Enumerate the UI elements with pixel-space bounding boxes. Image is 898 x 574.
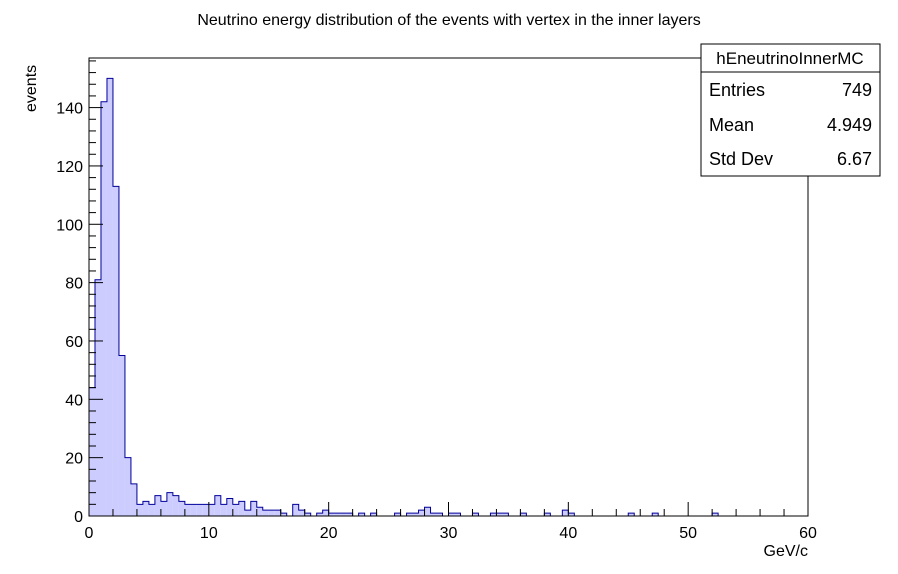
histogram-bar (292, 504, 299, 516)
y-axis-label: events (23, 65, 40, 112)
histogram-bar (124, 457, 131, 516)
histogram-bar (244, 510, 251, 516)
histogram-bar (628, 513, 635, 516)
histogram-bar (166, 492, 173, 516)
histogram-bar (214, 495, 221, 516)
histogram-bar (256, 507, 263, 516)
histogram-bar (106, 78, 113, 516)
x-axis-label: GeV/c (764, 543, 808, 560)
y-tick-label: 100 (56, 217, 83, 234)
histogram-bar (100, 101, 107, 516)
histogram-bar (712, 513, 719, 516)
histogram-bar (502, 513, 509, 516)
stats-stddev-value: 6.67 (837, 149, 872, 169)
x-tick-label: 30 (440, 525, 458, 542)
histogram-bar (298, 510, 305, 516)
histogram-bar (418, 510, 425, 516)
histogram-bar (520, 513, 527, 516)
histogram-bar (148, 504, 155, 516)
histogram-bar (238, 501, 245, 516)
histogram-bar (568, 513, 575, 516)
histogram-bar (496, 513, 503, 516)
x-tick-label: 40 (559, 525, 577, 542)
histogram-bar (412, 513, 419, 516)
histogram-outline (88, 77, 785, 517)
histogram-bar (304, 513, 311, 516)
histogram-bar (436, 513, 443, 516)
histogram-bar (226, 498, 233, 516)
histogram-bar (328, 513, 335, 516)
histogram-bar (340, 513, 347, 516)
histogram-bar (130, 483, 137, 516)
stats-box-frame (700, 43, 881, 177)
y-tick-label: 40 (65, 392, 83, 409)
histogram-bar (118, 355, 125, 516)
stats-stddev-label: Std Dev (709, 149, 773, 169)
histogram-bar (280, 513, 287, 516)
histogram-bar (262, 510, 269, 516)
y-tick-label: 60 (65, 334, 83, 351)
histogram-bar (406, 513, 413, 516)
x-axis-ticks: 0 10 20 30 40 50 60 (85, 502, 817, 542)
histogram-bars (89, 78, 719, 516)
histogram-bar (178, 501, 185, 516)
histogram-bar (232, 504, 239, 516)
histogram-bar (370, 513, 377, 516)
histogram-bar (184, 504, 191, 516)
y-axis-ticks: 0 20 40 60 80 100 120 140 (56, 60, 103, 526)
histogram-bar (358, 513, 365, 516)
x-tick-label: 20 (320, 525, 338, 542)
histogram-bar (142, 501, 149, 516)
x-tick-label: 50 (679, 525, 697, 542)
histogram-bar (274, 510, 281, 516)
histogram-bar (562, 510, 569, 516)
histogram-bar (454, 513, 461, 516)
histogram-bar (160, 501, 167, 516)
plot-frame (88, 57, 809, 517)
chart-title: Neutrino energy distribution of the even… (197, 12, 700, 29)
histogram-bar (490, 513, 497, 516)
histogram-bar (196, 504, 203, 516)
histogram-bar (652, 513, 659, 516)
histogram-bar (89, 387, 95, 516)
y-tick-label: 20 (65, 451, 83, 468)
histogram-bar (112, 186, 119, 516)
histogram-bar (220, 504, 227, 516)
histogram-bar (346, 513, 353, 516)
histogram-bar (334, 513, 341, 516)
x-tick-label: 10 (200, 525, 218, 542)
x-tick-label: 0 (85, 525, 94, 542)
stats-mean-value: 4.949 (827, 115, 872, 135)
histogram-bar (430, 513, 437, 516)
stats-box: hEneutrinoInnerMC Entries 749 Mean 4.949… (700, 43, 881, 177)
y-tick-label: 0 (74, 509, 83, 526)
histogram-bar (448, 513, 455, 516)
stats-entries-value: 749 (842, 80, 872, 100)
histogram-bar (202, 504, 209, 516)
histogram-bar (394, 513, 401, 516)
histogram-bar (172, 495, 179, 516)
y-tick-label: 80 (65, 276, 83, 293)
histogram-bar (208, 504, 215, 516)
histogram-bar (424, 507, 431, 516)
y-tick-label: 140 (56, 101, 83, 118)
histogram-bar (544, 513, 551, 516)
histogram-bar (136, 504, 143, 516)
histogram-bar (94, 279, 101, 516)
histogram-bar (322, 510, 329, 516)
stats-mean-label: Mean (709, 115, 754, 135)
stats-entries-label: Entries (709, 80, 765, 100)
y-tick-label: 120 (56, 159, 83, 176)
histogram-bar (316, 513, 323, 516)
x-tick-label: 60 (799, 525, 817, 542)
stats-histogram-name: hEneutrinoInnerMC (716, 49, 863, 68)
histogram-bar (250, 501, 257, 516)
histogram-bar (154, 495, 161, 516)
histogram-bar (268, 510, 275, 516)
histogram-bar (472, 513, 479, 516)
histogram-bar (190, 504, 197, 516)
